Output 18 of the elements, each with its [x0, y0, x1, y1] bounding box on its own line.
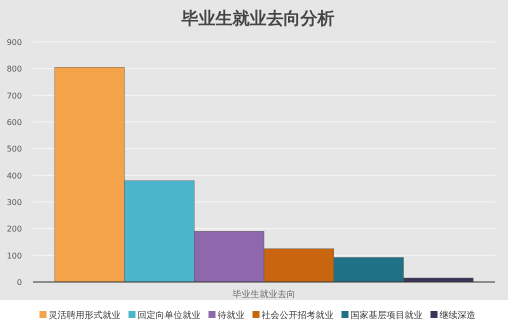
y-tick-label: 200	[6, 224, 22, 234]
y-tick-label: 400	[6, 171, 22, 180]
legend-label: 待就业	[218, 310, 244, 321]
legend-label: 继续深造	[440, 310, 476, 321]
y-tick-label: 300	[6, 198, 22, 207]
legend-label: 社会公开招考就业	[262, 310, 334, 321]
y-tick-label: 100	[6, 251, 22, 260]
legend-label: 回定向单位就业	[138, 310, 200, 321]
y-tick-label: 0	[16, 278, 22, 287]
chart-title: 毕业生就业去向分析	[180, 9, 334, 29]
y-tick-label: 500	[6, 144, 22, 154]
legend-label: 灵活聘用形式就业	[48, 310, 120, 321]
y-tick-label: 600	[6, 118, 22, 127]
x-tick-label: 毕业生就业去向	[232, 289, 296, 300]
y-tick-label: 800	[6, 64, 22, 74]
y-tick-label: 900	[6, 38, 22, 47]
legend-label: 国家基层项目就业	[350, 310, 422, 321]
y-tick-label: 700	[6, 91, 22, 100]
